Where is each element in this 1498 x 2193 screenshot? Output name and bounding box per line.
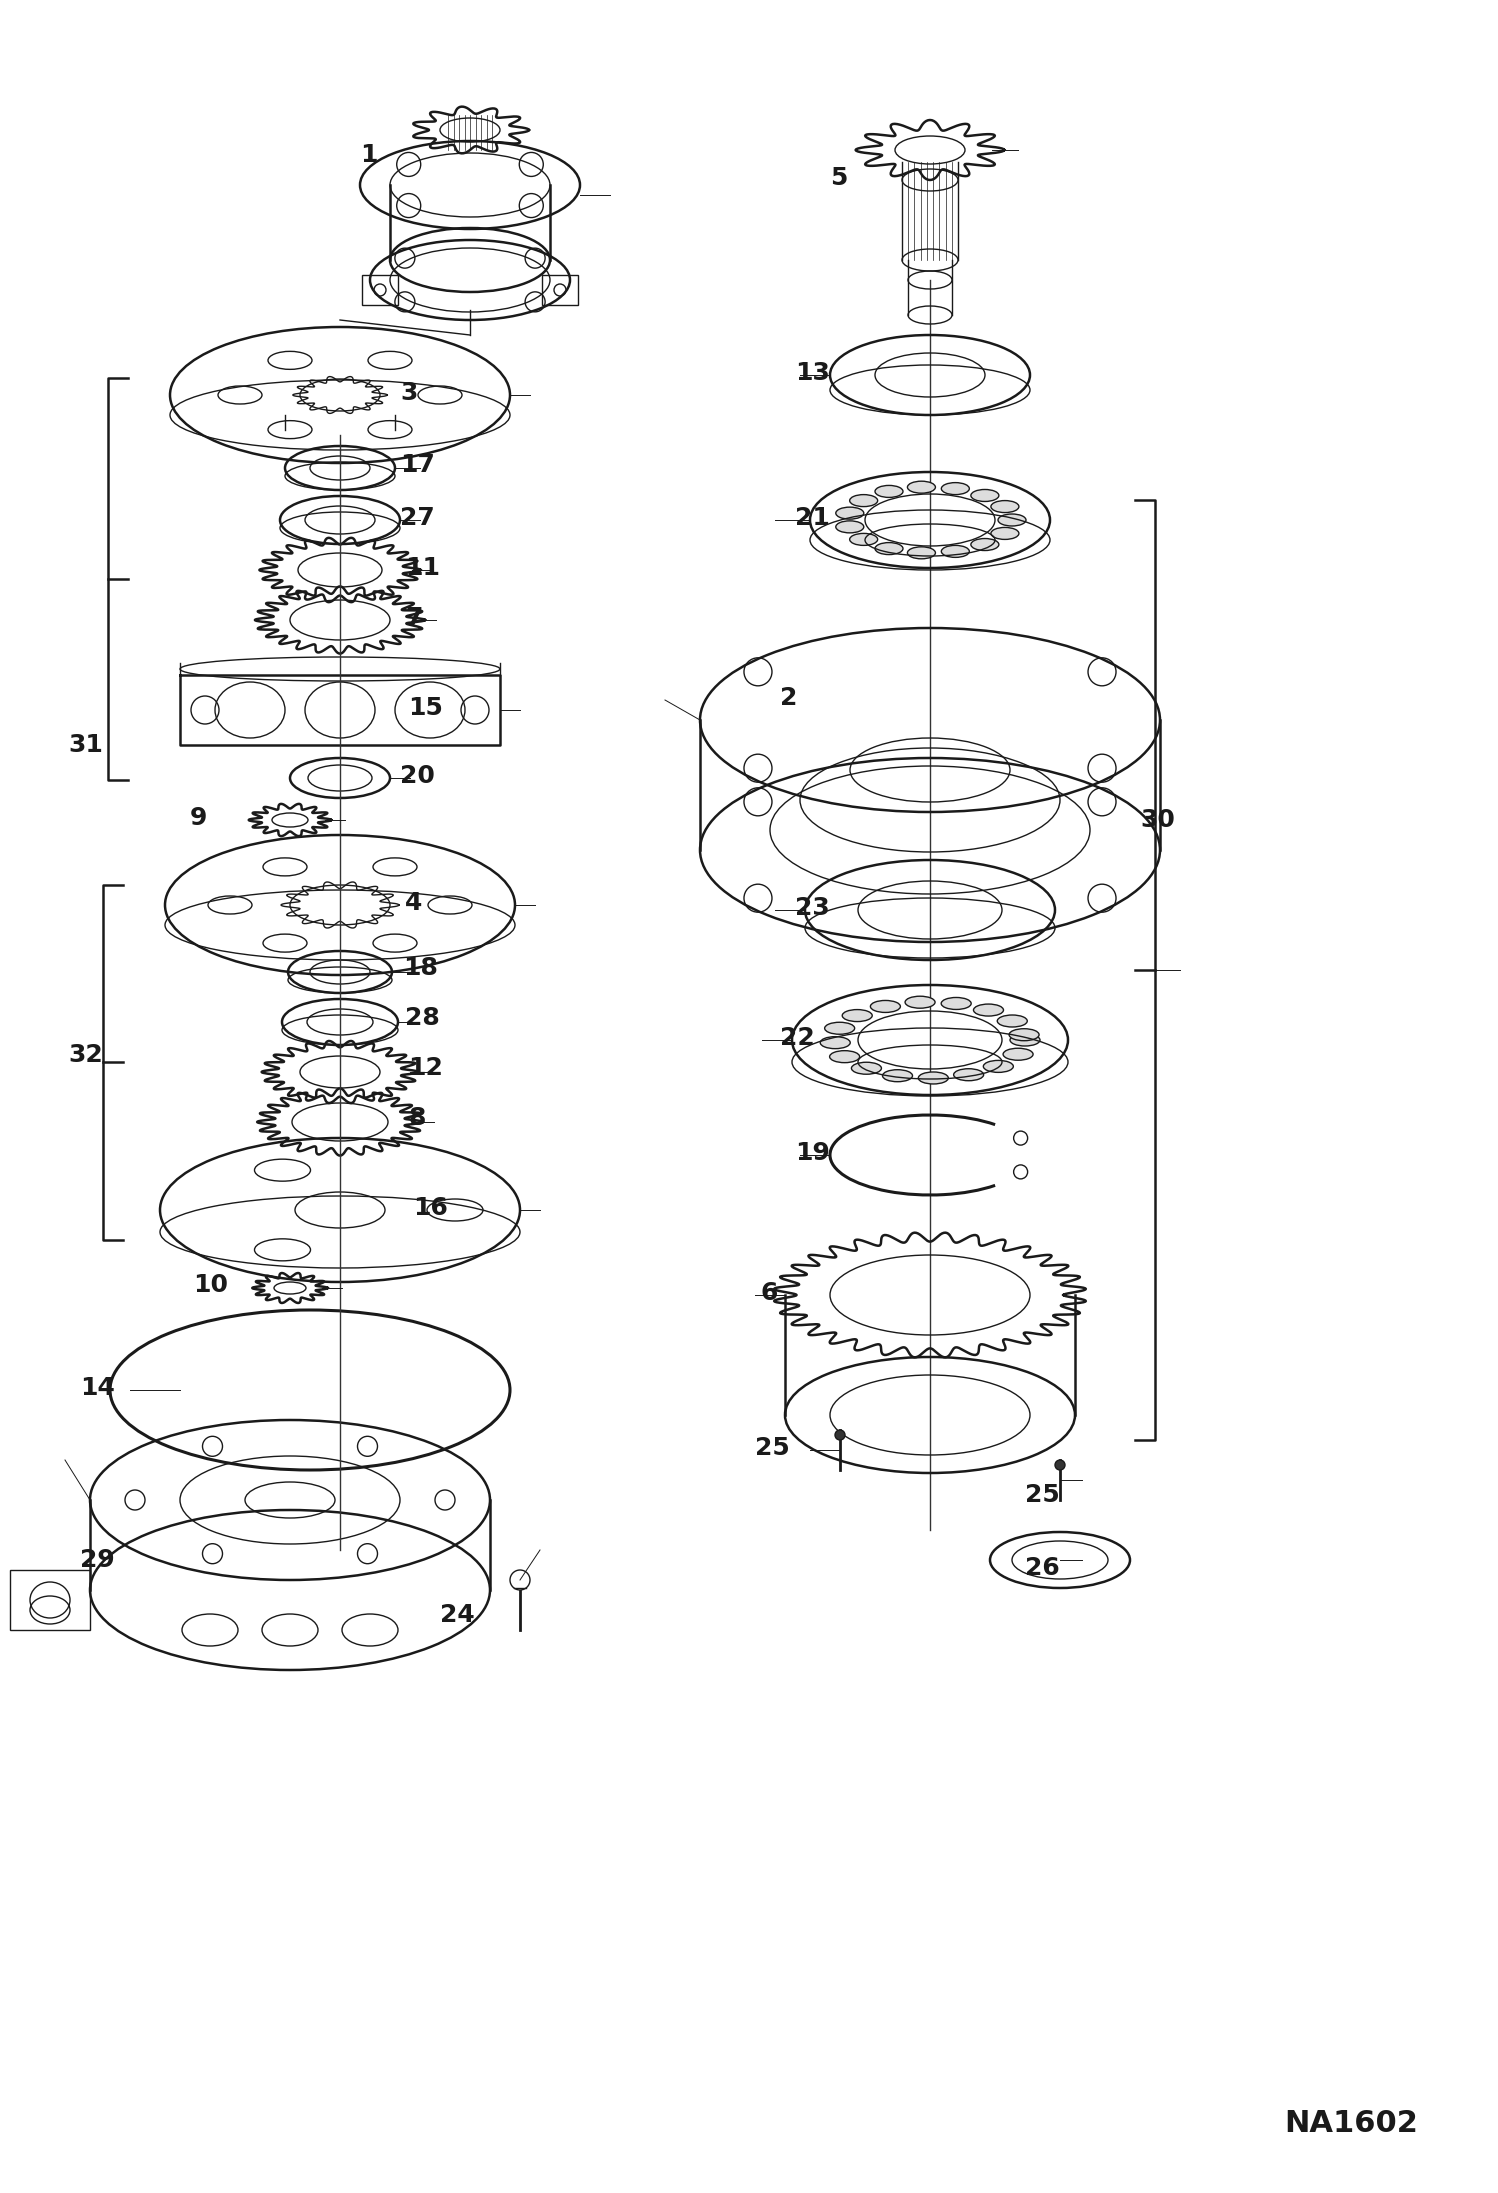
- Text: 7: 7: [404, 605, 422, 629]
- Ellipse shape: [830, 1050, 860, 1064]
- Ellipse shape: [941, 482, 969, 496]
- Ellipse shape: [954, 1068, 984, 1081]
- Ellipse shape: [941, 546, 969, 557]
- Text: 17: 17: [400, 454, 434, 478]
- Ellipse shape: [875, 485, 903, 498]
- Ellipse shape: [971, 489, 999, 502]
- Text: 22: 22: [780, 1026, 815, 1050]
- Ellipse shape: [875, 542, 903, 555]
- Ellipse shape: [941, 998, 971, 1009]
- Circle shape: [1055, 1461, 1065, 1469]
- Text: NA1602: NA1602: [1284, 2110, 1419, 2138]
- Text: 14: 14: [79, 1375, 115, 1399]
- Text: 26: 26: [1025, 1557, 1059, 1579]
- Ellipse shape: [990, 500, 1019, 513]
- Text: 4: 4: [404, 890, 422, 914]
- Text: 25: 25: [755, 1436, 789, 1461]
- Ellipse shape: [842, 1009, 872, 1022]
- Text: 6: 6: [759, 1281, 777, 1305]
- Ellipse shape: [849, 533, 878, 546]
- Ellipse shape: [870, 1000, 900, 1013]
- Text: 29: 29: [79, 1548, 115, 1572]
- Text: 20: 20: [400, 763, 434, 787]
- Ellipse shape: [971, 539, 999, 550]
- Ellipse shape: [509, 1570, 530, 1590]
- Text: 2: 2: [780, 686, 797, 711]
- Text: 30: 30: [1140, 807, 1174, 831]
- Ellipse shape: [836, 522, 864, 533]
- Text: 13: 13: [795, 362, 830, 386]
- Text: 25: 25: [1025, 1482, 1059, 1507]
- Text: 23: 23: [795, 897, 830, 921]
- Text: 1: 1: [360, 143, 377, 167]
- Ellipse shape: [882, 1070, 912, 1081]
- Ellipse shape: [990, 529, 1019, 539]
- Text: 21: 21: [795, 507, 830, 531]
- Text: 31: 31: [67, 732, 103, 757]
- Ellipse shape: [983, 1061, 1013, 1072]
- Ellipse shape: [821, 1037, 851, 1048]
- Ellipse shape: [918, 1072, 948, 1083]
- Ellipse shape: [908, 546, 935, 559]
- Ellipse shape: [851, 1061, 881, 1075]
- Ellipse shape: [849, 496, 878, 507]
- Text: 18: 18: [403, 956, 437, 980]
- Text: 32: 32: [67, 1044, 103, 1068]
- Text: 8: 8: [407, 1105, 425, 1129]
- Ellipse shape: [1010, 1029, 1040, 1042]
- Ellipse shape: [998, 513, 1026, 526]
- Text: 11: 11: [404, 557, 440, 579]
- Ellipse shape: [905, 996, 935, 1009]
- Text: 28: 28: [404, 1007, 440, 1031]
- Ellipse shape: [908, 480, 935, 493]
- Circle shape: [834, 1430, 845, 1441]
- Text: 9: 9: [190, 807, 207, 829]
- Text: 3: 3: [400, 382, 418, 406]
- Text: 24: 24: [440, 1603, 475, 1627]
- Ellipse shape: [825, 1022, 855, 1035]
- Text: 16: 16: [413, 1195, 448, 1219]
- Text: 27: 27: [400, 507, 434, 531]
- Ellipse shape: [836, 507, 864, 520]
- Text: 19: 19: [795, 1140, 830, 1164]
- Ellipse shape: [1004, 1048, 1034, 1059]
- Ellipse shape: [998, 1015, 1028, 1026]
- Ellipse shape: [1010, 1035, 1040, 1046]
- Ellipse shape: [974, 1004, 1004, 1015]
- Text: 12: 12: [407, 1057, 443, 1079]
- Text: 5: 5: [830, 167, 848, 191]
- Text: 15: 15: [407, 695, 443, 719]
- Text: 10: 10: [193, 1272, 228, 1296]
